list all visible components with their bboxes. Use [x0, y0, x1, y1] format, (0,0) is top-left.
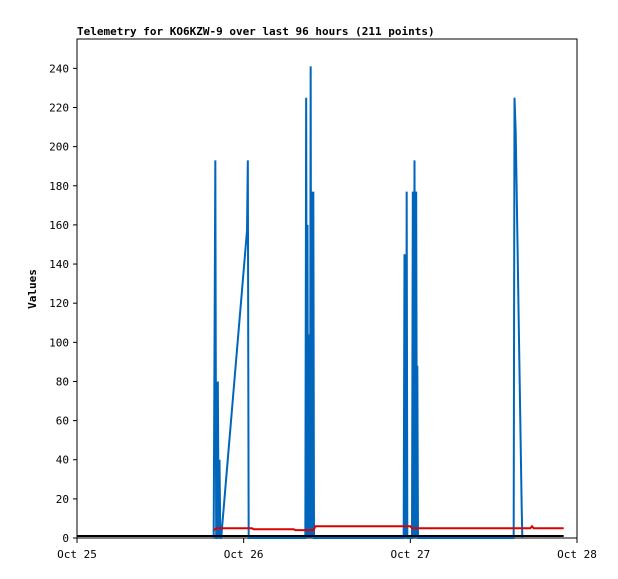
y-axis-label: Values: [26, 269, 39, 309]
y-tick-label: 240: [49, 62, 69, 75]
y-tick-label: 0: [62, 532, 69, 545]
chart-title: Telemetry for KO6KZW-9 over last 96 hour…: [77, 25, 435, 38]
y-tick-label: 40: [56, 454, 69, 467]
x-tick-label: Oct 26: [224, 548, 264, 561]
y-tick-label: 140: [49, 258, 69, 271]
y-tick-label: 100: [49, 336, 69, 349]
y-tick-label: 120: [49, 297, 69, 310]
x-tick-label: Oct 27: [390, 548, 430, 561]
y-axis: 0 20 40 60 80 100 120 140 160 180 200 220 240: [49, 62, 77, 545]
y-tick-label: 20: [56, 493, 69, 506]
y-tick-label: 60: [56, 415, 69, 428]
y-tick-label: 80: [56, 375, 69, 388]
y-tick-label: 180: [49, 180, 69, 193]
series-line-1: [212, 66, 524, 539]
x-tick-label: Oct 25: [57, 548, 97, 561]
x-axis: Oct 25 Oct 26 Oct 27 Oct 28: [57, 538, 597, 561]
plot-area: [76, 38, 578, 539]
series-line-2: [213, 524, 564, 532]
x-tick-label: Oct 28: [557, 548, 597, 561]
y-tick-label: 200: [49, 141, 69, 154]
y-tick-label: 220: [49, 101, 69, 114]
series-layer: [77, 66, 564, 539]
y-tick-label: 160: [49, 219, 69, 232]
